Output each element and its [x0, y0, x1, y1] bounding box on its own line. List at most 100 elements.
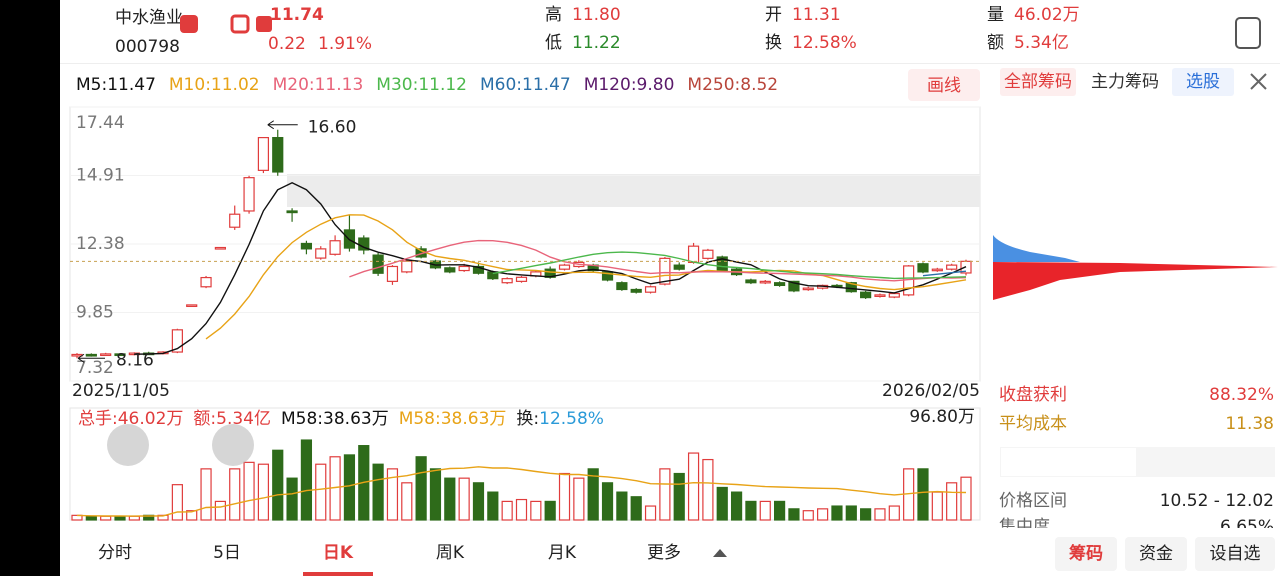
- candle-body: [214, 246, 226, 250]
- volume-bar: [860, 508, 872, 521]
- candle-body: [71, 353, 83, 357]
- chip-tab-box[interactable]: [1000, 68, 1076, 96]
- start-date: 2025/11/05: [72, 381, 170, 401]
- more-arrow: [713, 549, 727, 557]
- volume-ma: [76, 466, 967, 517]
- chip-tab[interactable]: 主力筹码: [1091, 72, 1159, 92]
- candle-body: [644, 286, 657, 293]
- volume-bar: [444, 477, 456, 521]
- tab[interactable]: 日K: [323, 543, 354, 563]
- button-box[interactable]: [1195, 537, 1275, 571]
- candle-body: [773, 282, 786, 287]
- volume-bar: [773, 500, 786, 521]
- tab[interactable]: 月K: [548, 543, 577, 563]
- high-note: 16.60: [308, 118, 357, 138]
- candle-body: [100, 353, 112, 357]
- arrow: [267, 120, 298, 130]
- volume-bar: [100, 515, 112, 521]
- volume-bar: [186, 510, 198, 521]
- close-icon[interactable]: [1250, 73, 1267, 90]
- candle-body: [372, 254, 384, 274]
- turnover-value: 12.58%: [539, 409, 604, 429]
- stock-code: 000798: [115, 37, 180, 57]
- candle-body: [243, 177, 255, 212]
- tab[interactable]: 分时: [98, 543, 132, 563]
- candle-body: [802, 287, 814, 291]
- candle-body: [515, 276, 528, 282]
- chip-value: 10.52 - 12.02: [1160, 491, 1274, 511]
- chip-tab-box[interactable]: [1172, 68, 1234, 96]
- candle-body: [946, 264, 958, 270]
- volume-bar: [229, 468, 241, 521]
- tab[interactable]: 周K: [436, 543, 465, 563]
- volume-bar: [71, 514, 83, 521]
- volume-bar: [573, 477, 585, 521]
- y-tick-label: 17.44: [76, 113, 125, 133]
- stat-key: 换: [765, 33, 782, 53]
- candle-body: [558, 264, 571, 270]
- end-date: 2026/02/05: [882, 381, 980, 401]
- volume-bar: [616, 491, 628, 521]
- ma-label: M250:8.52: [687, 75, 778, 95]
- button-box[interactable]: [1055, 537, 1117, 571]
- button[interactable]: 设自选: [1210, 544, 1261, 564]
- volume-bar: [745, 500, 757, 521]
- stat-value: 12.58%: [792, 33, 857, 53]
- volume-bar: [300, 439, 313, 521]
- volume-bar: [272, 449, 284, 521]
- volume-bar: [730, 491, 743, 521]
- button-box[interactable]: [1125, 537, 1187, 571]
- button[interactable]: 筹码: [1069, 543, 1103, 564]
- draw-button[interactable]: [908, 69, 980, 101]
- chip-area: [993, 107, 1280, 381]
- chip-tab[interactable]: 全部筹码: [1004, 72, 1072, 92]
- icon[interactable]: [1235, 17, 1261, 49]
- volume-max: 96.80万: [909, 407, 975, 427]
- y-tick-label: 9.85: [76, 303, 114, 323]
- next-button[interactable]: [212, 424, 254, 466]
- volume-bar: [515, 498, 528, 521]
- arrow: [77, 353, 105, 363]
- badge: [230, 14, 250, 34]
- volume-bar: [386, 468, 399, 521]
- volume-bar: [601, 482, 614, 521]
- candle-body: [788, 280, 800, 292]
- change: 0.22: [268, 34, 306, 54]
- badge: [180, 15, 198, 33]
- tab[interactable]: 更多: [647, 543, 681, 563]
- volume-bar: [257, 463, 270, 521]
- stock-name: 中水渔业: [115, 8, 183, 28]
- candle-body: [401, 260, 413, 273]
- candle-body: [616, 282, 628, 291]
- range-tab-active: [1001, 448, 1136, 476]
- volume-bar: [630, 496, 642, 521]
- ma-line: [349, 239, 967, 282]
- candle-body: [931, 268, 943, 272]
- chip-label: 收盘获利: [999, 385, 1067, 405]
- turnover-key: 换:: [516, 409, 539, 429]
- y-tick-label: 12.38: [76, 234, 125, 254]
- volume-bar: [401, 482, 413, 521]
- candle-body: [687, 245, 700, 264]
- chip-label: 价格区间: [999, 491, 1067, 511]
- tab-underline: [303, 572, 373, 576]
- volume-bar: [946, 482, 958, 521]
- chip-value: 88.32%: [1209, 385, 1274, 405]
- volume-bar: [888, 505, 900, 521]
- stat-key: 额: [987, 33, 1004, 53]
- stat-value: 46.02万: [1014, 5, 1080, 25]
- candle-body: [444, 267, 456, 273]
- volume-bar: [487, 491, 499, 521]
- candle-body: [114, 353, 126, 357]
- prev-button[interactable]: [107, 424, 149, 466]
- chip-tab[interactable]: 选股: [1186, 72, 1220, 92]
- volume-bar: [673, 472, 685, 521]
- button[interactable]: 资金: [1139, 544, 1173, 564]
- candle-body: [845, 282, 857, 293]
- ma-line: [492, 251, 967, 280]
- candle-body: [386, 265, 399, 282]
- candle-body: [272, 136, 284, 173]
- tab[interactable]: 5日: [213, 543, 241, 563]
- volume-bar: [587, 468, 599, 521]
